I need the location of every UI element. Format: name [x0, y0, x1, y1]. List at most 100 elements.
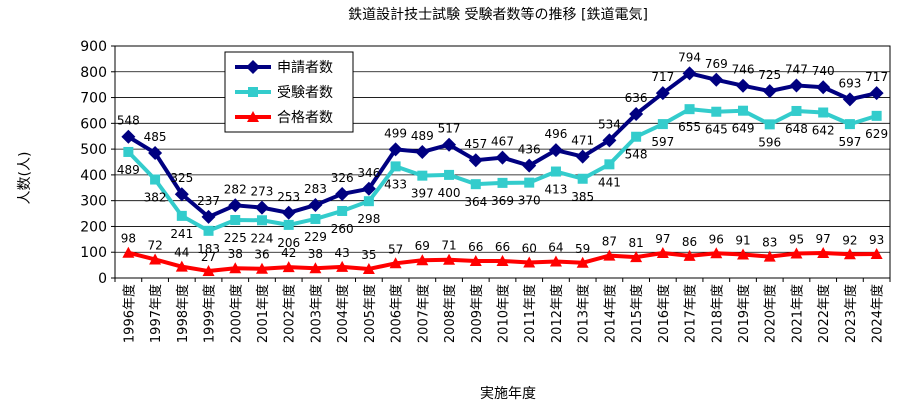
data-point — [203, 225, 214, 236]
data-label: 471 — [571, 134, 594, 148]
data-label: 433 — [384, 177, 407, 191]
data-label: 81 — [628, 236, 643, 250]
x-tick-label: 2024年度 — [870, 284, 886, 343]
data-point — [468, 153, 483, 168]
legend-swatch-marker — [247, 111, 259, 122]
data-label: 43 — [335, 246, 350, 260]
data-label: 649 — [732, 122, 755, 136]
x-tick-label: 2021年度 — [789, 284, 805, 343]
data-label: 282 — [224, 182, 247, 196]
data-point — [444, 169, 455, 180]
x-tick-label: 2001年度 — [255, 284, 271, 343]
data-point — [175, 260, 188, 272]
data-point — [362, 262, 375, 274]
legend-item-1: 申請者数 — [235, 60, 333, 76]
data-point — [603, 249, 616, 261]
y-tick-label: 300 — [80, 194, 107, 210]
data-label: 400 — [438, 186, 461, 200]
data-label: 645 — [705, 123, 728, 137]
data-label: 489 — [117, 163, 140, 177]
legend-swatch-marker — [246, 60, 260, 74]
data-label: 441 — [598, 175, 621, 189]
data-point — [818, 107, 829, 118]
data-point — [550, 166, 561, 177]
x-tick-label: 2023年度 — [843, 284, 859, 343]
data-label: 413 — [544, 183, 567, 197]
data-label: 629 — [865, 127, 888, 141]
y-tick-label: 500 — [80, 142, 107, 158]
data-label: 548 — [625, 148, 648, 162]
data-label: 385 — [571, 190, 594, 204]
x-tick-label: 2012年度 — [549, 284, 565, 343]
data-point — [738, 105, 749, 116]
data-label: 794 — [678, 50, 701, 64]
data-label: 42 — [281, 246, 296, 260]
data-point — [308, 198, 323, 213]
data-point — [602, 133, 617, 148]
x-tick-label: 2013年度 — [576, 284, 592, 343]
data-point — [655, 86, 670, 101]
data-label: 596 — [758, 135, 781, 149]
data-label: 95 — [789, 233, 804, 247]
data-point — [230, 215, 241, 225]
data-point — [817, 246, 830, 258]
data-label: 87 — [602, 235, 617, 249]
x-tick-label: 2003年度 — [308, 284, 324, 343]
data-point — [149, 253, 162, 265]
data-label: 326 — [331, 171, 354, 185]
data-point — [443, 253, 456, 265]
x-tick-label: 2000年度 — [228, 284, 244, 343]
data-label: 36 — [254, 248, 269, 262]
data-point — [763, 250, 776, 262]
data-point — [869, 86, 884, 101]
data-label: 397 — [411, 187, 434, 201]
data-point — [254, 200, 269, 215]
y-tick-label: 900 — [80, 39, 107, 55]
data-label: 92 — [842, 233, 857, 247]
data-label: 93 — [869, 233, 884, 247]
data-label: 260 — [331, 222, 354, 236]
data-label: 740 — [812, 64, 835, 78]
y-tick-label: 400 — [80, 168, 107, 184]
data-point — [575, 149, 590, 164]
data-label: 499 — [384, 126, 407, 140]
data-point — [710, 247, 723, 259]
data-label: 725 — [758, 68, 781, 82]
data-label: 241 — [170, 227, 193, 241]
data-label: 237 — [197, 194, 220, 208]
x-tick-label: 2015年度 — [629, 284, 645, 343]
legend-swatch-marker — [248, 87, 258, 97]
legend-label: 申請者数 — [277, 60, 333, 76]
data-point — [174, 187, 189, 202]
data-label: 517 — [438, 122, 461, 136]
data-label: 59 — [575, 242, 590, 256]
data-label: 69 — [415, 239, 430, 253]
data-point — [470, 179, 481, 190]
data-point — [630, 251, 643, 263]
data-label: 97 — [816, 232, 831, 246]
x-tick-label: 2009年度 — [469, 284, 485, 343]
data-label: 283 — [304, 182, 327, 196]
x-tick-label: 2018年度 — [709, 284, 725, 343]
x-tick-label: 2019年度 — [736, 284, 752, 343]
data-point — [871, 110, 882, 121]
data-label: 38 — [228, 247, 243, 261]
x-tick-label: 2007年度 — [415, 284, 431, 343]
x-tick-label: 2004年度 — [335, 284, 351, 343]
data-label: 35 — [361, 248, 376, 262]
data-label: 72 — [147, 238, 162, 252]
data-label: 436 — [518, 143, 541, 157]
data-label: 86 — [682, 235, 697, 249]
data-point — [495, 150, 510, 165]
data-label: 457 — [464, 137, 487, 151]
data-label: 769 — [705, 57, 728, 71]
data-label: 71 — [441, 239, 456, 253]
data-point — [657, 119, 668, 130]
data-label: 369 — [491, 194, 514, 208]
series-3: 98 72 44 27 38 36 42 38 43 35 57 69 71 66 66 60 64 59 87 81… — [121, 232, 884, 277]
y-tick-label: 200 — [80, 219, 107, 235]
data-label: 747 — [785, 62, 808, 76]
data-point — [363, 196, 374, 207]
x-tick-label: 2002年度 — [282, 284, 298, 343]
